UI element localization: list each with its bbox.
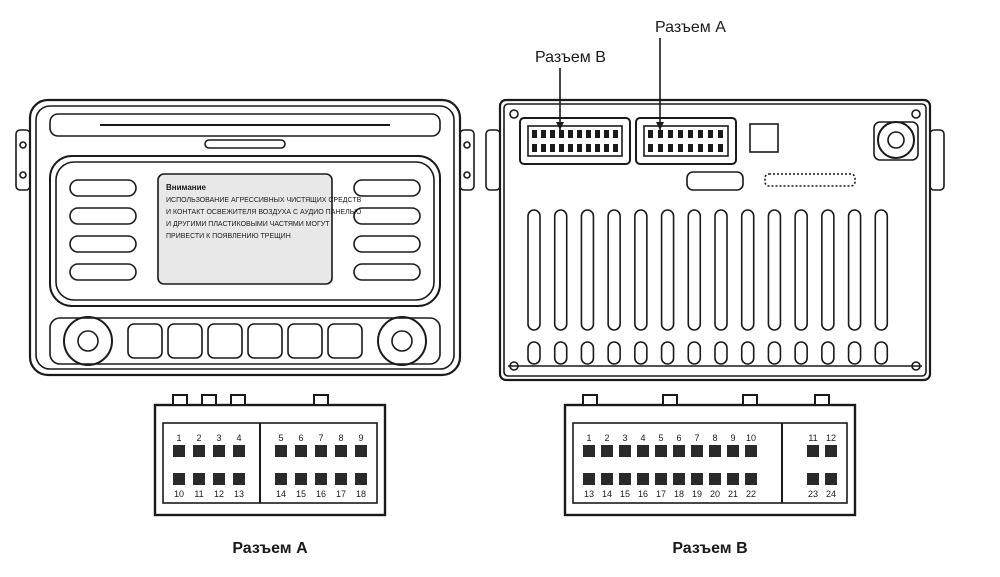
pin-number: 15 [296, 489, 306, 499]
pin-number: 6 [298, 433, 303, 443]
pin-number: 21 [728, 489, 738, 499]
pin-number: 8 [338, 433, 343, 443]
pin-number: 4 [640, 433, 645, 443]
pin-number: 18 [356, 489, 366, 499]
pin-number: 15 [620, 489, 630, 499]
pin-number: 13 [234, 489, 244, 499]
screen-note-title: Внимание [166, 183, 207, 192]
pin-number: 16 [316, 489, 326, 499]
callout-b-label: Разъем B [535, 49, 606, 66]
screen-note-line: И КОНТАКТ ОСВЕЖИТЕЛЯ ВОЗДУХА С АУДИО ПАН… [166, 209, 361, 216]
pin-number: 8 [712, 433, 717, 443]
pin-number: 11 [194, 489, 203, 499]
pin-number: 9 [730, 433, 735, 443]
pin-number: 5 [278, 433, 283, 443]
pin-number: 12 [214, 489, 224, 499]
pin-number: 3 [216, 433, 221, 443]
pin-number: 7 [694, 433, 699, 443]
pin-number: 1 [176, 433, 181, 443]
pin-number: 6 [676, 433, 681, 443]
screen-note-line: И ДРУГИМИ ПЛАСТИКОВЫМИ ЧАСТЯМИ МОГУТ [166, 221, 330, 228]
connector-label: Разъем B [672, 540, 747, 557]
front-unit: Внимание ИСПОЛЬЗОВАНИЕ АГРЕССИВНЫХ ЧИСТЯЩ… [16, 100, 474, 375]
pin-number: 18 [674, 489, 684, 499]
pin-number: 7 [318, 433, 323, 443]
pin-number: 10 [746, 433, 756, 443]
pin-number: 2 [196, 433, 201, 443]
pin-number: 2 [604, 433, 609, 443]
pin-number: 12 [826, 433, 836, 443]
pin-number: 5 [658, 433, 663, 443]
pin-number: 16 [638, 489, 648, 499]
pin-number: 14 [276, 489, 286, 499]
pin-number: 23 [808, 489, 818, 499]
pin-number: 17 [336, 489, 346, 499]
screen-note-line: ИСПОЛЬЗОВАНИЕ АГРЕССИВНЫХ ЧИСТЯЩИХ СРЕДС… [166, 197, 362, 204]
pin-number: 1 [586, 433, 591, 443]
pin-number: 4 [236, 433, 241, 443]
connector-Разъем B: 123456789101112131415161718192021222324Р… [565, 395, 855, 557]
pin-number: 24 [826, 489, 836, 499]
pin-number: 11 [808, 433, 817, 443]
callout-a-label: Разъем A [655, 19, 726, 36]
pin-number: 19 [692, 489, 702, 499]
connector-label: Разъем A [232, 540, 308, 557]
pin-number: 22 [746, 489, 756, 499]
pin-number: 10 [174, 489, 184, 499]
rear-unit [486, 100, 944, 380]
screen-note-line: ПРИВЕСТИ К ПОЯВЛЕНИЮ ТРЕЩИН [166, 233, 291, 240]
pin-number: 9 [358, 433, 363, 443]
pin-number: 17 [656, 489, 666, 499]
pin-number: 3 [622, 433, 627, 443]
pin-number: 13 [584, 489, 594, 499]
pin-number: 20 [710, 489, 720, 499]
connector-Разъем A: 123456789101112131415161718Разъем A [155, 395, 385, 557]
diagram-root: Разъем A Разъем B Внимание ИСПОЛЬЗОВАНИЕ АГ… [0, 0, 1000, 577]
pin-number: 14 [602, 489, 612, 499]
